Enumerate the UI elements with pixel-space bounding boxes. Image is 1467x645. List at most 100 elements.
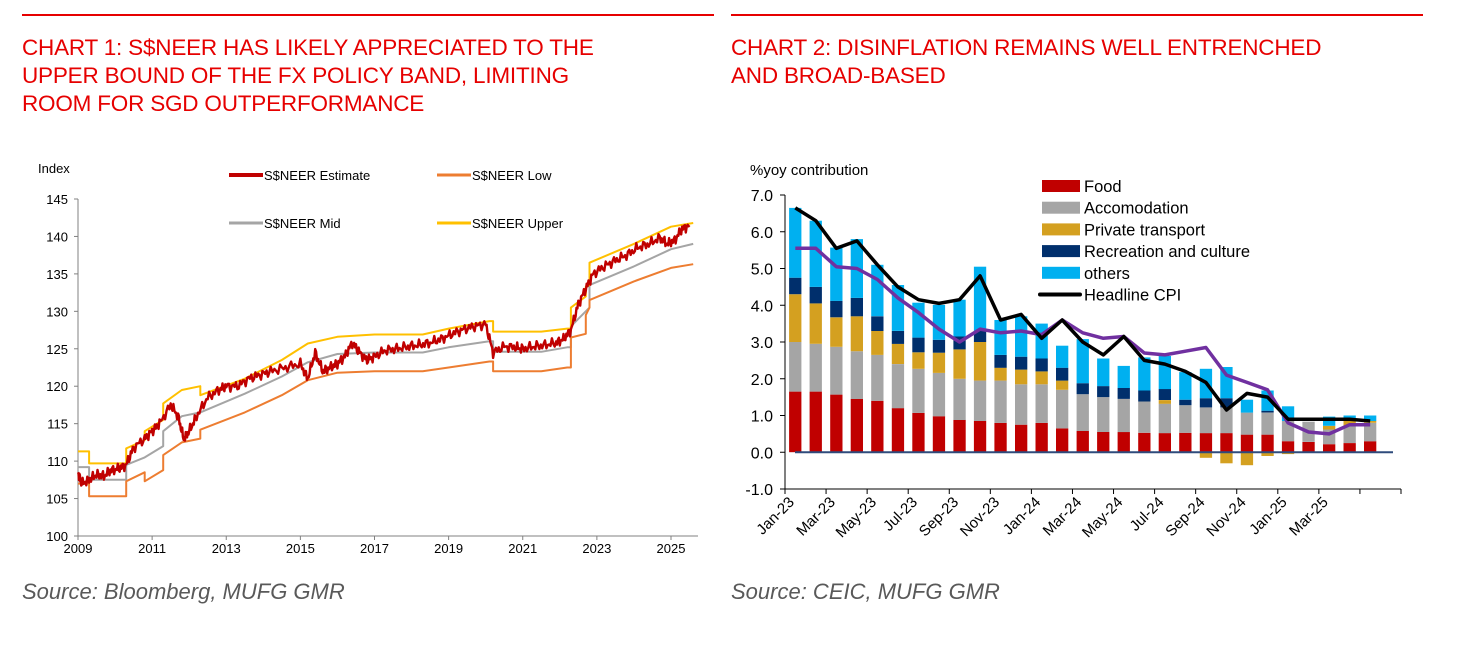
chart2-bar-others — [809, 220, 822, 287]
chart2-bar-accomodation — [789, 342, 802, 392]
chart2-x-tick-label: May-23 — [833, 494, 880, 541]
chart2-bar-accomodation — [1199, 407, 1213, 434]
chart2-bar-food — [912, 412, 925, 453]
chart2-legend-swatch — [1042, 201, 1080, 214]
chart2-bar-food — [1076, 430, 1089, 453]
chart1-y-tick-label: 120 — [46, 379, 68, 394]
chart1-x-tick-label: 2009 — [64, 541, 93, 556]
chart2-x-tick-label: Sep-23 — [916, 494, 962, 540]
chart2-bar-accomodation — [850, 351, 863, 399]
chart2-bar-others — [1240, 399, 1254, 413]
chart1-y-tick-label: 135 — [46, 267, 68, 282]
chart2-bar-private-transport — [830, 317, 843, 347]
chart2-bar-accomodation — [1158, 403, 1171, 434]
chart2-bar-recreation-and-culture — [789, 277, 802, 295]
chart2-bar-others — [1035, 323, 1048, 359]
chart2-bar-private-transport — [1199, 452, 1213, 458]
chart2-bar-private-transport — [1056, 380, 1069, 390]
chart2-bar-accomodation — [953, 378, 966, 420]
chart2-bar-accomodation — [871, 354, 884, 401]
chart2-bar-recreation-and-culture — [871, 316, 884, 331]
chart1-source: Source: Bloomberg, MUFG GMR — [22, 579, 345, 604]
chart2-bar-others — [871, 264, 884, 317]
chart2-y-tick-label: 7.0 — [751, 188, 773, 205]
chart2-bar-food — [1117, 432, 1130, 453]
chart2-bar-others — [1323, 416, 1336, 426]
chart2-bar-food — [953, 419, 966, 453]
chart2-legend-label: Food — [1084, 178, 1122, 196]
chart2-bar-accomodation — [1343, 426, 1356, 443]
chart2-bar-others — [1015, 316, 1028, 357]
chart2-bar-private-transport — [891, 343, 905, 364]
chart2-x-tick-label: Jul-23 — [880, 494, 921, 535]
chart2-bar-recreation-and-culture — [830, 300, 843, 318]
chart2-bar-private-transport — [1261, 452, 1274, 456]
chart1-y-tick-label: 125 — [46, 342, 68, 357]
chart2-bar-food — [1220, 433, 1233, 453]
chart2-bar-food — [809, 391, 822, 453]
chart2-bar-accomodation — [809, 343, 822, 392]
chart2-bar-food — [1343, 443, 1356, 453]
chart2-bar-accomodation — [973, 380, 987, 421]
chart2-bar-others — [1056, 345, 1069, 368]
chart1-series — [76, 222, 694, 498]
chart2-top-rule — [731, 14, 1423, 16]
chart2-ylabel: %yoy contribution — [750, 162, 868, 179]
chart2-bar-food — [1179, 432, 1192, 453]
chart2-bar-others — [1117, 365, 1130, 388]
chart2-bar-food — [1056, 428, 1069, 453]
chart1-x-tick-label: 2021 — [508, 541, 537, 556]
chart2-bar-food — [850, 399, 863, 453]
chart2-bar-recreation-and-culture — [1015, 356, 1028, 370]
chart2-bar-private-transport — [932, 352, 946, 373]
chart2-bar-accomodation — [1261, 412, 1274, 435]
chart2-bar-food — [1199, 433, 1213, 453]
chart1-ylabel: Index — [38, 161, 70, 176]
chart2-bar-food — [891, 408, 905, 453]
chart2-bar-private-transport — [850, 316, 863, 352]
chart2-bar-private-transport — [973, 342, 987, 381]
chart2-bar-recreation-and-culture — [1261, 410, 1274, 413]
chart2-bar-food — [1261, 434, 1274, 453]
chart1-y-tick-label: 130 — [46, 304, 68, 319]
chart2-x-tick-label: Jan-25 — [1246, 494, 1290, 538]
chart2-bar-accomodation — [891, 364, 905, 409]
chart2-bar-private-transport — [1323, 425, 1336, 430]
chart2-bar-others — [953, 299, 966, 337]
chart1-x-tick-label: 2015 — [286, 541, 315, 556]
chart2-bar-accomodation — [1015, 384, 1028, 425]
chart1-y-tick-label: 145 — [46, 192, 68, 207]
chart2-bar-recreation-and-culture — [1035, 358, 1048, 372]
chart2-x-tick-label: Jan-24 — [1000, 494, 1044, 538]
chart1-x-tick-label: 2011 — [138, 541, 166, 556]
chart2-line-headline-cpi — [794, 206, 1371, 423]
chart2-bar-food — [1158, 433, 1171, 453]
chart2-legend-swatch — [1042, 266, 1080, 279]
chart2-y-tick-label: 5.0 — [751, 262, 773, 279]
chart1-x-tick-label: 2017 — [360, 541, 389, 556]
chart2-bar-recreation-and-culture — [1138, 390, 1151, 402]
chart2-bar-accomodation — [1117, 399, 1130, 433]
chart2-x-tick-label: Jul-24 — [1127, 494, 1168, 535]
chart1-y-tick-label: 100 — [46, 529, 68, 544]
chart2-bar-others — [994, 320, 1007, 355]
chart2-bar-recreation-and-culture — [1199, 398, 1213, 408]
chart2-bar-others — [1343, 415, 1356, 420]
chart2-line-unlabeled — [795, 246, 1371, 436]
chart2-bar-others — [789, 207, 802, 278]
chart2-bar-recreation-and-culture — [932, 339, 946, 353]
chart2-bar-food — [1364, 441, 1377, 453]
chart2-y-tick-label: 6.0 — [751, 225, 773, 242]
chart2-bar-accomodation — [1138, 401, 1151, 433]
chart2-title-line: AND BROAD-BASED — [731, 63, 946, 88]
chart2-y-tick-label: 3.0 — [751, 335, 773, 352]
chart2-bar-food — [1097, 432, 1110, 453]
chart2-legend-label: others — [1084, 265, 1130, 283]
chart2-bar-others — [1179, 372, 1192, 400]
chart2-bar-food — [973, 421, 987, 453]
chart2-legend-label: Accomodation — [1084, 200, 1189, 218]
chart2-bar-food — [1138, 432, 1151, 453]
chart2-bar-food — [871, 400, 884, 453]
chart2-x-tick-label: May-24 — [1079, 494, 1126, 541]
